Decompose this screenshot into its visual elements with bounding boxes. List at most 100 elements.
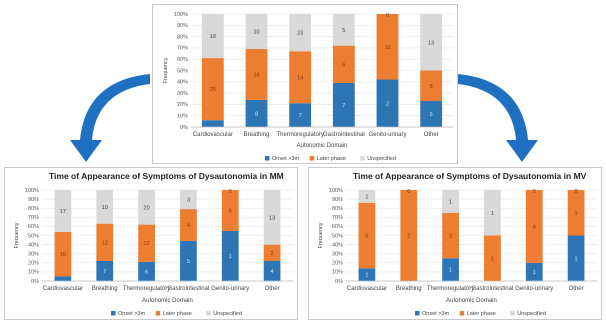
overall-y-tick-label: 100% (174, 12, 188, 18)
overall-x-axis-label: Autonomic Domain (297, 143, 348, 149)
overall-data-label: 10 (384, 45, 390, 51)
overall-stacked-bar-chart: 0% 10% 20% 30% 40% 50% 60% 70% 80% 90% 100% Frequen… (163, 12, 453, 162)
mv-data-label: 0 (407, 280, 410, 286)
mv-y-tick-label: 100% (329, 188, 343, 194)
overall-data-label: 5 (430, 112, 433, 118)
overall-data-label: 14 (253, 72, 259, 78)
mm-y-tick-label: 60% (28, 224, 39, 230)
mv-x-tick-label: Genito-urinary (515, 286, 553, 292)
overall-data-label: 18 (210, 34, 216, 40)
overall-bar-gastrointestinal-unspecified (332, 14, 355, 46)
overall-bar-thermoregulatory-onset-3m (289, 103, 312, 127)
mv-x-tick-label: Cardiovascular (347, 286, 387, 292)
mv-x-tick-label: Other (569, 286, 584, 292)
mv-data-label: 1 (575, 211, 578, 217)
overall-x-tick-label: Cardiovascular (193, 132, 233, 138)
overall-legend-swatch (265, 156, 270, 161)
overall-y-tick-label: 60% (177, 57, 188, 63)
mm-bar-other-onset-3m (263, 260, 281, 281)
mv-data-label: 2 (407, 234, 410, 240)
mv-data-label: 1 (533, 270, 536, 276)
mm-data-label: 10 (102, 205, 108, 211)
mm-bar-cardiovascular-onset-3m (54, 276, 72, 281)
mv-data-label: 1 (449, 268, 452, 274)
overall-y-tick-label: 40% (177, 80, 188, 86)
mm-data-label: 0 (229, 189, 232, 195)
mm-bar-genito-urinary-later-phase (221, 190, 239, 231)
right-curved-arrow-icon (458, 74, 538, 162)
mv-legend-swatch (510, 311, 515, 316)
overall-y-tick-label: 50% (177, 68, 188, 74)
overall-y-tick-label: 20% (177, 102, 188, 108)
mv-data-label: 1 (491, 256, 494, 262)
mv-data-label: 1 (491, 211, 494, 217)
mv-y-tick-label: 80% (332, 206, 343, 212)
overall-bar-breathing-unspecified (245, 14, 268, 50)
overall-x-tick-label: Genito-urinary (368, 132, 406, 138)
overall-data-label: 14 (297, 75, 303, 81)
overall-legend-entry: Unspecified (367, 156, 396, 162)
overall-bar-breathing-later-phase (245, 49, 268, 100)
mv-bar-genito-urinary-onset-3m (525, 262, 543, 281)
mm-bar-cardiovascular-unspecified (54, 190, 72, 232)
mm-legend-entry: Onset >3m (118, 311, 145, 317)
mv-bar-cardiovascular-unspecified (358, 190, 376, 203)
mm-y-tick-label: 100% (25, 188, 39, 194)
overall-y-tick-label: 30% (177, 91, 188, 97)
mm-y-tick-label: 0% (31, 279, 39, 285)
overall-legend-swatch (309, 156, 315, 161)
mm-data-label: 16 (60, 252, 66, 258)
mm-data-label: 7 (103, 269, 106, 275)
overall-data-label: 8 (255, 111, 258, 117)
mm-y-tick-label: 20% (28, 261, 39, 267)
overall-legend-swatch (360, 156, 365, 161)
mm-x-tick-label: Other (265, 286, 280, 292)
mm-data-label: 3 (187, 198, 190, 204)
overall-data-label: 5 (342, 28, 345, 34)
mm-x-tick-label: Thermoregulatory (123, 286, 170, 292)
mv-y-tick-label: 10% (332, 270, 343, 276)
mm-stacked-bar-chart: Time of Appearance of Symptoms of Dysaut… (14, 171, 293, 317)
mv-data-label: 1 (365, 194, 368, 200)
overall-data-label: 0 (386, 13, 389, 19)
mm-chart-panel: Time of Appearance of Symptoms of Dysaut… (4, 167, 298, 320)
mv-bar-other-onset-3m (567, 235, 585, 281)
mm-data-label: 5 (187, 259, 190, 265)
mm-data-label: 4 (271, 269, 274, 275)
overall-y-tick-label: 0% (180, 125, 188, 131)
mv-legend-swatch (415, 311, 420, 316)
mm-y-axis-label: Frequency (14, 222, 20, 248)
mv-bar-thermoregulatory-unspecified (442, 190, 459, 213)
mm-legend-swatch (206, 311, 211, 316)
mv-y-axis-label: Frequency (318, 222, 324, 248)
mm-data-label: 6 (145, 269, 148, 275)
mv-bar-gastrointestinal-later-phase (484, 235, 501, 281)
overall-bar-cardiovascular-onset-3m (201, 120, 224, 127)
overall-data-label: 10 (253, 30, 259, 36)
mm-x-tick-label: Genito-urinary (211, 286, 249, 292)
mv-y-tick-label: 40% (332, 242, 343, 248)
mm-legend-entry: Unspecified (213, 311, 242, 317)
mv-data-label: 1 (449, 199, 452, 205)
mv-data-label: 2 (449, 234, 452, 240)
mm-bar-breathing-later-phase (96, 223, 114, 261)
mm-bar-thermoregulatory-onset-3m (138, 261, 155, 281)
mv-chart-title: Time of Appearance of Symptoms of Dysaut… (353, 171, 587, 181)
overall-bar-thermoregulatory-unspecified (289, 14, 312, 52)
overall-bar-gastrointestinal-onset-3m (332, 82, 355, 127)
overall-data-label: 23 (297, 31, 303, 37)
mv-data-label: 0 (491, 280, 494, 286)
mv-bar-breathing-later-phase (400, 190, 418, 281)
mm-bar-breathing-onset-3m (96, 260, 114, 281)
mv-legend-entry: Unspecified (517, 311, 546, 317)
mm-bar-breathing-unspecified (96, 190, 114, 224)
overall-x-tick-label: Gastrointestinal (323, 132, 365, 138)
overall-y-tick-label: 80% (177, 34, 188, 40)
overall-bar-genito-urinary-onset-3m (376, 79, 399, 127)
mv-x-tick-label: Breathing (396, 286, 422, 292)
mv-y-tick-label: 50% (332, 233, 343, 239)
overall-data-label: 6 (342, 62, 345, 68)
mm-bar-gastrointestinal-unspecified (180, 190, 197, 210)
mv-bar-thermoregulatory-onset-3m (442, 258, 459, 281)
mv-y-tick-label: 60% (332, 224, 343, 230)
